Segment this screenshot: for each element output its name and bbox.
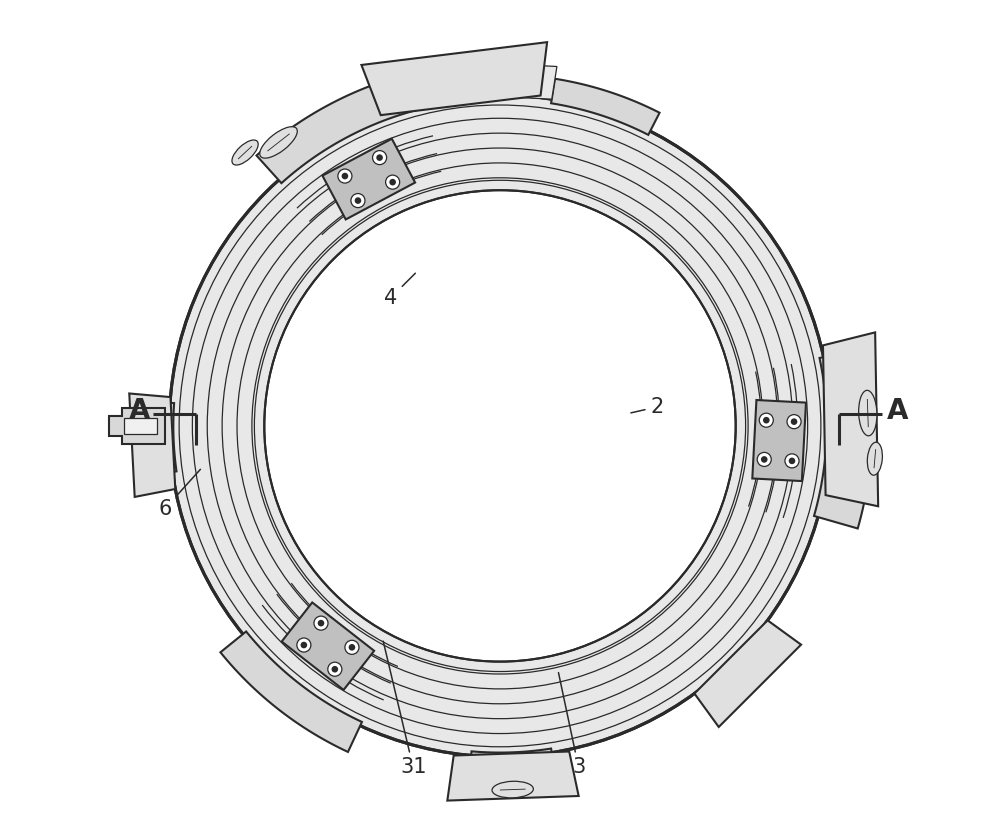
Text: 3: 3 [558,672,585,777]
Circle shape [301,642,307,648]
Circle shape [373,151,387,165]
Polygon shape [814,348,872,528]
Circle shape [757,452,771,466]
Text: 2: 2 [631,397,664,417]
Polygon shape [150,401,177,475]
Text: A: A [887,397,909,425]
Polygon shape [752,400,806,481]
Circle shape [349,644,355,651]
Circle shape [342,173,348,179]
Ellipse shape [260,127,297,158]
Polygon shape [220,632,362,752]
Circle shape [338,169,352,183]
Polygon shape [361,42,547,115]
Circle shape [791,418,797,425]
Circle shape [169,95,831,757]
Polygon shape [823,332,878,506]
Ellipse shape [859,390,877,436]
Circle shape [314,616,328,630]
Circle shape [297,638,311,652]
Circle shape [264,190,736,662]
Text: A: A [129,397,150,425]
Circle shape [318,619,324,626]
Circle shape [376,155,383,161]
Polygon shape [129,394,175,497]
Circle shape [389,179,396,185]
Circle shape [785,454,799,468]
Circle shape [328,662,342,676]
Text: 31: 31 [383,641,426,777]
Circle shape [763,417,770,423]
Polygon shape [447,752,579,801]
Polygon shape [694,620,801,727]
Circle shape [759,414,773,428]
Circle shape [787,414,801,428]
Circle shape [355,198,361,204]
Circle shape [789,457,795,464]
Ellipse shape [232,140,258,165]
Polygon shape [124,418,157,434]
Text: 6: 6 [158,469,200,519]
Polygon shape [481,63,557,99]
Polygon shape [322,139,415,219]
Circle shape [761,457,768,463]
Polygon shape [551,79,660,135]
Polygon shape [257,73,421,183]
Circle shape [332,666,338,672]
Polygon shape [282,602,374,690]
Polygon shape [469,748,555,777]
Text: 4: 4 [384,273,415,308]
Circle shape [351,194,365,208]
Ellipse shape [867,442,882,476]
Polygon shape [109,408,165,444]
Circle shape [386,175,400,189]
Circle shape [345,640,359,654]
Ellipse shape [492,782,533,798]
